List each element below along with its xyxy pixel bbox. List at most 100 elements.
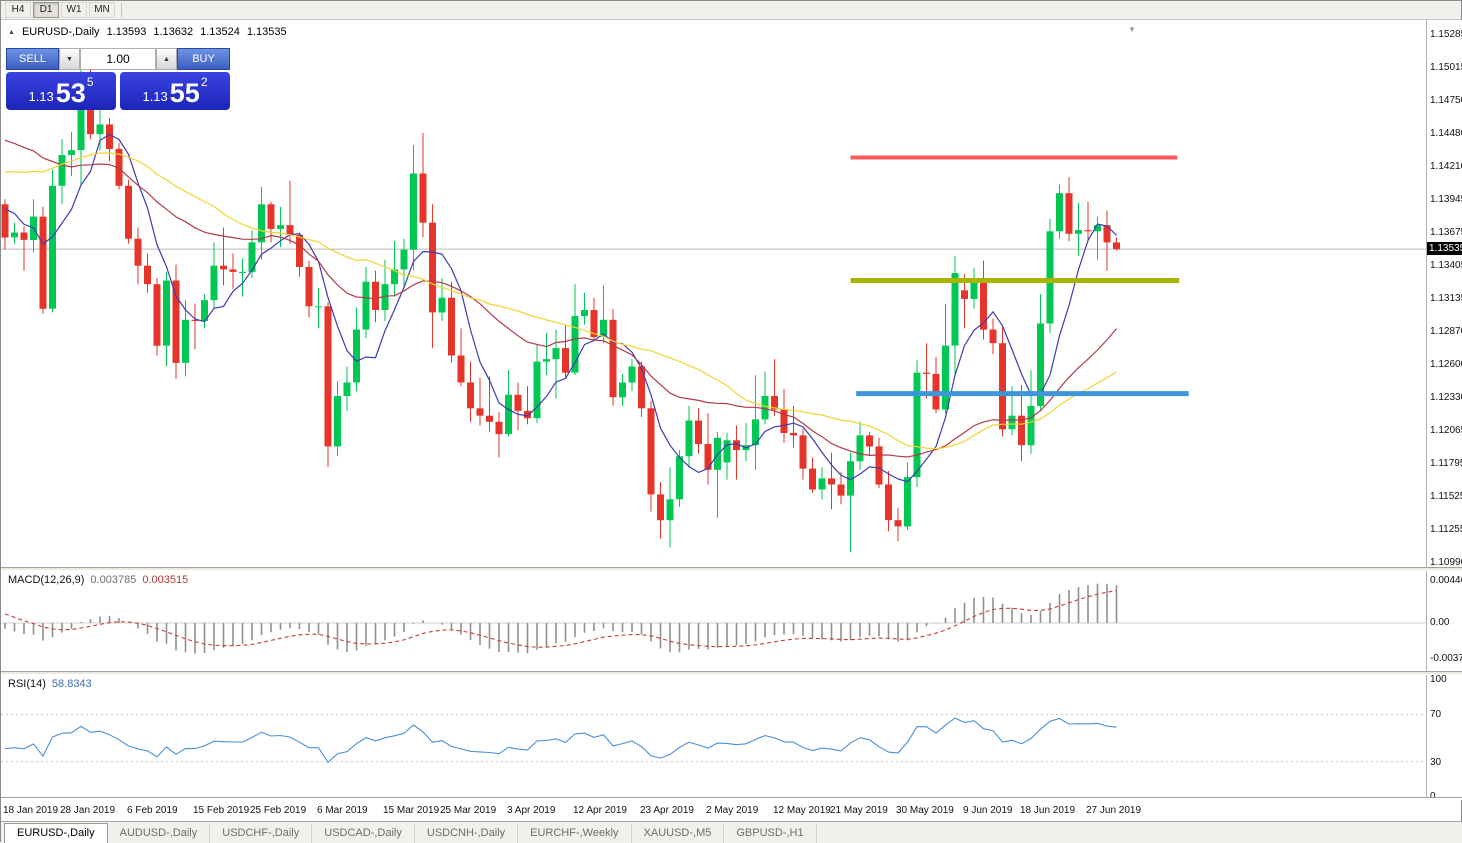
- timeframe-d1-button[interactable]: D1: [33, 2, 59, 18]
- sell-price-pipette: 5: [86, 75, 94, 89]
- time-axis-label: 9 Jun 2019: [963, 805, 1013, 816]
- timeframe-toolbar: H4 D1 W1 MN: [1, 1, 1461, 20]
- time-axis-label: 27 Jun 2019: [1086, 805, 1142, 816]
- trade-panel-prices: 1.13 53 5 1.13 55 2: [6, 72, 230, 110]
- price-axis-tick: 1.12330: [1430, 392, 1462, 403]
- tab-gbpusd-h1[interactable]: GBPUSD-,H1: [724, 824, 817, 843]
- rsi-axis-70-label: 70: [1430, 709, 1442, 720]
- macd-panel: MACD(12,26,9) 0.003785 0.003515: [1, 571, 1426, 671]
- timeframe-w1-button[interactable]: W1: [61, 2, 87, 18]
- price-axis-tick: 1.12870: [1430, 326, 1462, 337]
- tab-eurchf-weekly[interactable]: EURCHF-,Weekly: [518, 824, 632, 843]
- time-axis-border: [1, 797, 1462, 800]
- macd-header: MACD(12,26,9) 0.003785 0.003515: [8, 574, 188, 586]
- price-axis-tick: 1.15285: [1430, 29, 1462, 40]
- price-chart[interactable]: [1, 20, 1426, 567]
- time-axis-label: 25 Mar 2019: [440, 805, 497, 816]
- macd-axis-min-label: -0.003715: [1430, 653, 1462, 664]
- tab-usdcnh-daily[interactable]: USDCNH-,Daily: [415, 824, 519, 843]
- chart-tab-bar: EURUSD-,Daily AUDUSD-,Daily USDCHF-,Dail…: [1, 821, 1462, 843]
- price-axis-tick: 1.14750: [1430, 95, 1462, 106]
- one-click-trading-panel: SELL ▼ ▲ BUY 1.13 53 5 1.13 55 2: [6, 48, 230, 110]
- price-axis-tick: 1.13945: [1430, 194, 1462, 205]
- tab-audusd-daily[interactable]: AUDUSD-,Daily: [108, 824, 211, 843]
- time-axis-label: 6 Feb 2019: [127, 805, 178, 816]
- ohlc-open-value: 1.13593: [106, 26, 147, 38]
- price-axis-tick: 1.11255: [1430, 524, 1462, 535]
- buy-price-prefix: 1.13: [142, 89, 168, 104]
- time-axis-label: 21 May 2019: [830, 805, 888, 816]
- toolbar-separator: [121, 3, 122, 17]
- buy-price-display[interactable]: 1.13 55 2: [120, 72, 230, 110]
- time-axis-label: 30 May 2019: [896, 805, 954, 816]
- rsi-axis-0-label: 0: [1430, 791, 1436, 802]
- sell-price-display[interactable]: 1.13 53 5: [6, 72, 116, 110]
- macd-signal-value: 0.003515: [142, 574, 189, 586]
- buy-price-big-digits: 55: [169, 78, 200, 108]
- macd-rsi-splitter[interactable]: [1, 671, 1462, 675]
- rsi-axis-30-label: 30: [1430, 757, 1442, 768]
- price-axis-tick: 1.11795: [1430, 458, 1462, 469]
- time-axis-label: 28 Jan 2019: [60, 805, 116, 816]
- tab-xauusd-m5[interactable]: XAUUSD-,M5: [632, 824, 725, 843]
- buy-button[interactable]: BUY: [177, 48, 230, 70]
- rsi-axis-100-label: 100: [1430, 674, 1447, 685]
- macd-axis-zero-label: 0.00: [1430, 617, 1450, 628]
- macd-label: MACD(12,26,9): [8, 574, 85, 586]
- price-axis-tick: 1.14480: [1430, 128, 1462, 139]
- symbol-marker-icon: ▲: [8, 28, 15, 36]
- time-axis-label: 2 May 2019: [706, 805, 759, 816]
- trade-panel-controls: SELL ▼ ▲ BUY: [6, 48, 230, 70]
- macd-chart[interactable]: [1, 571, 1426, 671]
- macd-main-value: 0.003785: [90, 574, 137, 586]
- price-axis-tick: 1.13135: [1430, 293, 1462, 304]
- volume-input[interactable]: [80, 48, 156, 70]
- volume-decrease-button[interactable]: ▼: [59, 48, 80, 70]
- time-axis-label: 15 Mar 2019: [383, 805, 440, 816]
- tab-usdcad-daily[interactable]: USDCAD-,Daily: [312, 824, 415, 843]
- buy-price-pipette: 2: [200, 75, 208, 89]
- time-axis-label: 12 Apr 2019: [573, 805, 627, 816]
- sell-button[interactable]: SELL: [6, 48, 59, 70]
- tab-eurusd-daily[interactable]: EURUSD-,Daily: [4, 823, 108, 843]
- ohlc-close-value: 1.13535: [246, 26, 287, 38]
- time-axis-label: 18 Jun 2019: [1020, 805, 1076, 816]
- price-axis-tick: 1.14210: [1430, 161, 1462, 172]
- volume-increase-button[interactable]: ▲: [156, 48, 177, 70]
- rsi-chart[interactable]: [1, 675, 1426, 797]
- timeframe-h4-button[interactable]: H4: [5, 2, 31, 18]
- ohlc-low-value: 1.13524: [200, 26, 240, 38]
- time-axis-label: 6 Mar 2019: [317, 805, 368, 816]
- price-chart-panel: ▲ EURUSD-,Daily 1.13593 1.13632 1.13524 …: [1, 20, 1426, 567]
- price-axis-tick: 1.11525: [1430, 491, 1462, 502]
- time-axis-label: 18 Jan 2019: [3, 805, 59, 816]
- tab-usdchf-daily[interactable]: USDCHF-,Daily: [210, 824, 313, 843]
- price-macd-splitter[interactable]: [1, 567, 1462, 571]
- price-axis-tick: 1.13405: [1430, 260, 1462, 271]
- price-axis-tick: 1.10990: [1430, 557, 1462, 568]
- time-axis-label: 12 May 2019: [773, 805, 831, 816]
- price-axis-tick: 1.13675: [1430, 227, 1462, 238]
- current-price-tag: 1.13535: [1427, 242, 1462, 255]
- rsi-value: 58.8343: [51, 678, 92, 690]
- time-axis-label: 25 Feb 2019: [250, 805, 307, 816]
- time-axis-label: 23 Apr 2019: [640, 805, 694, 816]
- ohlc-high-value: 1.13632: [153, 26, 194, 38]
- time-axis[interactable]: 18 Jan 2019 28 Jan 2019 6 Feb 2019 15 Feb 2…: [1, 799, 1426, 821]
- price-axis-tick: 1.12600: [1430, 359, 1462, 370]
- macd-axis-max-label: 0.004465: [1430, 575, 1462, 586]
- price-axis-tick: 1.12065: [1430, 425, 1462, 436]
- price-axis-tick: 1.15015: [1430, 62, 1462, 73]
- chart-shift-marker-icon[interactable]: ▼: [1128, 25, 1136, 34]
- chart-header: ▲ EURUSD-,Daily 1.13593 1.13632 1.13524 …: [8, 26, 287, 38]
- time-axis-label: 15 Feb 2019: [193, 805, 250, 816]
- sell-price-big-digits: 53: [55, 78, 86, 108]
- sell-price-prefix: 1.13: [28, 89, 54, 104]
- time-axis-label: 3 Apr 2019: [507, 805, 556, 816]
- timeframe-mn-button[interactable]: MN: [89, 2, 115, 18]
- rsi-header: RSI(14) 58.8343: [8, 678, 92, 690]
- chart-symbol-label: EURUSD-,Daily: [21, 26, 100, 38]
- rsi-panel: RSI(14) 58.8343: [1, 675, 1426, 797]
- rsi-label: RSI(14): [8, 678, 46, 690]
- price-axis[interactable]: 0.004465 0.00 -0.003715 100 70 30 0 1.13…: [1426, 20, 1462, 802]
